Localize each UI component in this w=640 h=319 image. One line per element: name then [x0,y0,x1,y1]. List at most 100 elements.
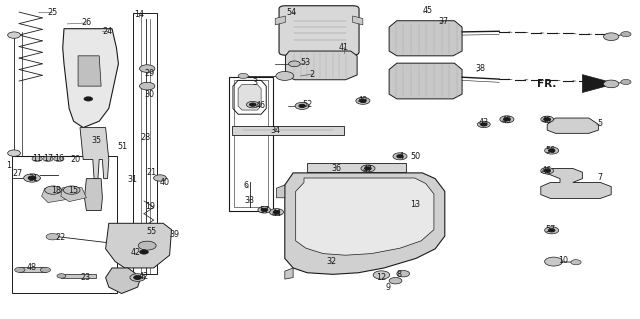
Circle shape [541,167,554,174]
Circle shape [604,33,619,41]
Polygon shape [80,128,109,179]
Text: 32: 32 [326,257,337,266]
Text: 12: 12 [376,273,387,282]
Circle shape [138,241,156,250]
Text: 24: 24 [102,27,113,36]
Text: 56: 56 [545,146,556,155]
Circle shape [140,250,148,254]
Text: 17: 17 [44,154,54,163]
Bar [307,163,406,172]
Circle shape [397,271,410,277]
Text: 16: 16 [54,154,64,163]
Text: 38: 38 [476,64,486,73]
Text: 6: 6 [243,181,248,189]
Text: 26: 26 [81,19,92,27]
Circle shape [28,176,36,180]
Circle shape [299,104,305,108]
Text: 47: 47 [363,165,373,174]
Circle shape [57,274,66,278]
Text: 39: 39 [169,230,179,239]
Polygon shape [285,51,357,80]
Text: 43: 43 [479,118,489,127]
Text: 53: 53 [301,58,311,67]
Text: 20: 20 [70,155,81,164]
Circle shape [45,186,61,194]
Text: 41: 41 [339,43,349,52]
Polygon shape [389,21,462,56]
Circle shape [8,32,20,38]
Text: 31: 31 [29,174,39,183]
Circle shape [238,73,248,78]
Circle shape [140,65,155,72]
Text: 31: 31 [127,175,138,184]
Text: 46: 46 [541,167,552,175]
Text: 46: 46 [541,116,552,125]
Polygon shape [275,16,285,25]
Polygon shape [42,188,67,203]
Circle shape [40,267,51,272]
Polygon shape [582,75,616,93]
Text: 8: 8 [397,270,402,279]
Text: 40: 40 [160,178,170,187]
Polygon shape [63,29,118,128]
Circle shape [393,153,407,160]
Circle shape [289,61,300,67]
Circle shape [548,229,555,232]
Text: 29: 29 [145,69,155,78]
Circle shape [541,116,554,122]
Circle shape [54,156,64,161]
Polygon shape [106,268,141,293]
Text: 18: 18 [51,186,61,195]
Circle shape [544,118,550,121]
Text: 10: 10 [558,256,568,265]
Text: 33: 33 [244,197,254,205]
Polygon shape [285,173,445,274]
Polygon shape [296,178,434,255]
Circle shape [261,208,268,211]
Text: 2: 2 [310,70,315,78]
Text: 50: 50 [410,152,420,161]
Circle shape [63,186,80,194]
Text: 25: 25 [47,8,58,17]
Circle shape [365,167,371,170]
Bar [19,267,46,272]
Circle shape [46,234,59,240]
Text: 27: 27 [13,169,23,178]
Bar [61,274,96,278]
Text: 1: 1 [6,161,11,170]
Polygon shape [285,268,293,279]
Circle shape [258,207,271,213]
Circle shape [389,278,402,284]
Circle shape [134,276,141,279]
Text: 7: 7 [598,173,603,182]
Text: 57: 57 [545,225,556,234]
Circle shape [621,79,631,85]
Polygon shape [238,85,261,110]
Circle shape [43,156,53,161]
Text: 22: 22 [56,234,66,242]
Text: 13: 13 [410,200,420,209]
Circle shape [481,123,487,126]
Text: 42: 42 [131,248,141,256]
Polygon shape [276,185,285,198]
Circle shape [504,118,510,121]
Polygon shape [78,56,101,86]
Text: 45: 45 [422,6,433,15]
Circle shape [8,150,20,156]
Circle shape [273,211,280,214]
Text: 23: 23 [80,273,90,282]
Text: 21: 21 [147,168,157,177]
Circle shape [571,260,581,265]
Text: 30: 30 [145,90,155,99]
Bar [232,126,344,135]
Bar [133,13,157,274]
Text: 49: 49 [358,96,368,105]
Bar [234,80,268,207]
Text: 46: 46 [256,101,266,110]
Polygon shape [541,168,611,198]
Text: 51: 51 [117,142,127,151]
Circle shape [621,32,631,37]
Text: 57: 57 [259,206,269,215]
Circle shape [276,71,294,80]
Circle shape [250,103,256,106]
